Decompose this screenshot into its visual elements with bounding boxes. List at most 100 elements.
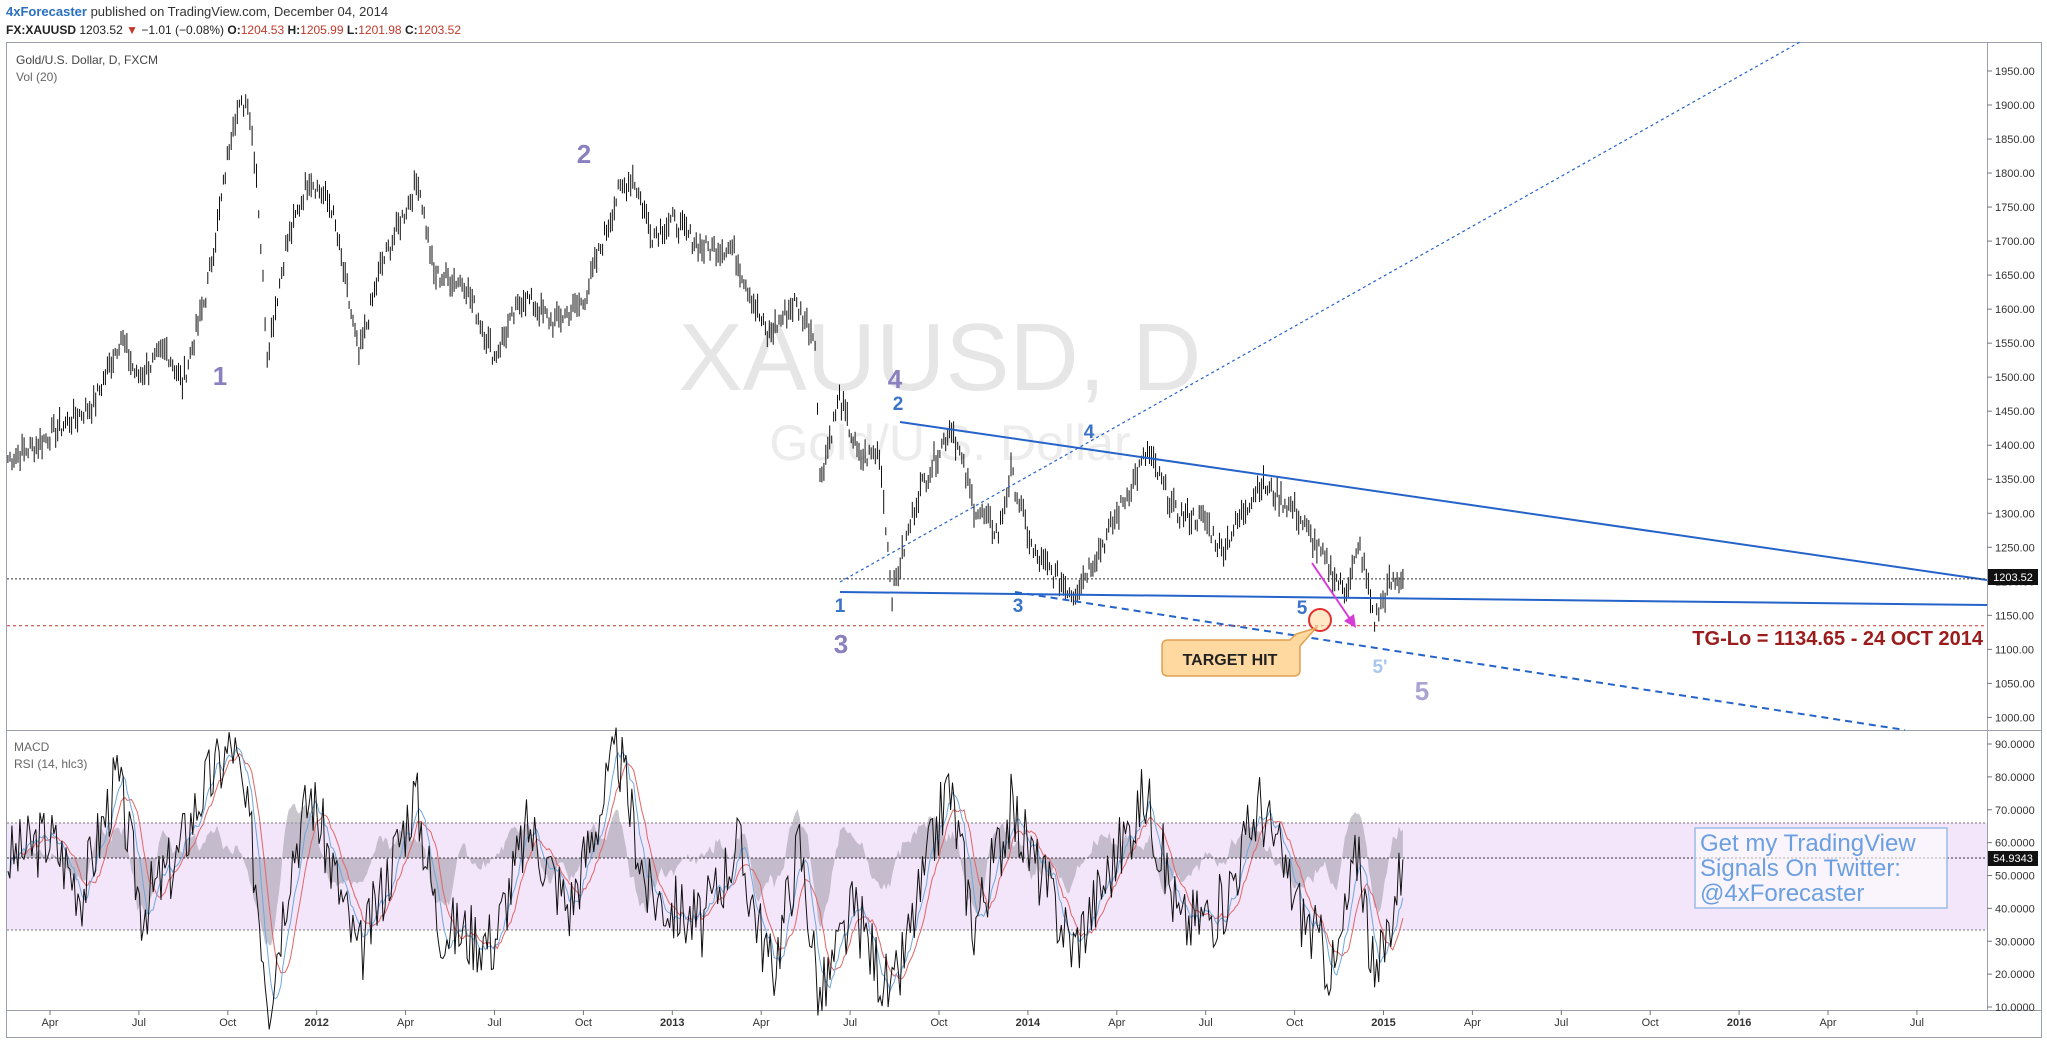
down-arrow-icon: ▼	[126, 23, 138, 37]
signal-line	[7, 752, 1404, 980]
time-tick-label: Jul	[1199, 1017, 1213, 1029]
price-tick-label: 1300.00	[1995, 508, 2035, 520]
publish-header: 4xForecaster published on TradingView.co…	[6, 2, 388, 22]
rsi-tick-label: 40.0000	[1995, 903, 2035, 915]
price-tick-label: 1500.00	[1995, 372, 2035, 384]
wave-label-big-3: 3	[834, 629, 848, 659]
macd-title: MACD	[14, 740, 50, 754]
time-tick-label: Jul	[487, 1017, 501, 1029]
open-label: O:	[227, 23, 241, 37]
rsi-title: RSI (14, hlc3)	[14, 757, 87, 771]
rsi-tick-label: 80.0000	[1995, 772, 2035, 784]
rsi-line	[7, 727, 1404, 1030]
wave-label-big-1: 1	[213, 361, 227, 391]
wave-label-small-3: 3	[1013, 596, 1024, 617]
time-tick-label: Apr	[753, 1017, 770, 1029]
wave-label-big-4: 4	[888, 364, 903, 394]
price-tick-label: 1100.00	[1995, 644, 2034, 656]
time-tick-label: Apr	[1819, 1017, 1836, 1029]
wave-label-big-5: 5	[1415, 676, 1429, 706]
target-callout-box[interactable]	[1161, 626, 1319, 677]
low-value: 1201.98	[358, 23, 402, 37]
price-tick-label: 1550.00	[1995, 338, 2035, 350]
rsi-tick-label: 20.0000	[1995, 969, 2035, 981]
price-tick-label: 1350.00	[1995, 474, 2035, 486]
rsi-value-tag	[1988, 851, 2038, 866]
main-pane-title: Gold/U.S. Dollar, D, FXCM	[16, 53, 158, 67]
low-label: L:	[346, 23, 359, 37]
dashed-channel-line[interactable]	[1014, 591, 1906, 731]
time-tick-label: Jul	[1910, 1017, 1924, 1029]
price-tick-label: 1700.00	[1995, 236, 2035, 248]
time-tick-label: Oct	[1642, 1017, 1659, 1029]
price-tick-label: 1450.00	[1995, 406, 2035, 418]
time-tick-label: 2012	[304, 1017, 328, 1029]
time-tick-label: 2014	[1016, 1017, 1041, 1029]
wave-label-big-2: 2	[577, 139, 591, 169]
projection-arrow[interactable]	[1311, 562, 1353, 623]
target-circle[interactable]	[1308, 608, 1332, 632]
price-tick-label: 1650.00	[1995, 270, 2035, 282]
time-tick-label: 2016	[1727, 1017, 1751, 1029]
rsi-value-tag-text: 54.9343	[1993, 853, 2033, 865]
rsi-axis[interactable]: 90.0000 80.0000 70.0000 60.0000 50.0000 40.00…	[1987, 739, 2035, 1014]
change-value: −1.01 (−0.08%)	[141, 23, 225, 37]
promo-box[interactable]	[1694, 827, 1948, 909]
time-tick-label: Apr	[1464, 1017, 1481, 1029]
price-axis[interactable]: 1950.00 1900.00 1850.00 1800.00 1750.00 1700.…	[1987, 66, 2035, 724]
price-tick-label: 1900.00	[1995, 100, 2035, 112]
time-tick-label: Oct	[575, 1017, 592, 1029]
price-tick-label: 1150.00	[1995, 610, 2034, 622]
watermark-symbol: XAUUSD, D	[679, 304, 1202, 411]
open-value: 1204.53	[240, 23, 285, 37]
high-label: H:	[287, 23, 301, 37]
promo-line-3: @4xForecaster	[1700, 880, 1864, 907]
price-tick-label: 1850.00	[1995, 134, 2035, 146]
high-value: 1205.99	[300, 23, 344, 37]
close-value: 1203.52	[417, 23, 462, 37]
rsi-tick-label: 50.0000	[1995, 871, 2035, 883]
wave-label-small-1: 1	[835, 596, 846, 617]
price-tick-label: 1400.00	[1995, 440, 2035, 452]
current-price-tag	[1988, 569, 2038, 585]
rsi-tick-label: 30.0000	[1995, 936, 2035, 948]
time-tick-label: Oct	[219, 1017, 236, 1029]
time-tick-label: 2015	[1371, 1017, 1395, 1029]
time-tick-label: 2013	[660, 1017, 684, 1029]
wave-label-small-4: 4	[1084, 422, 1095, 443]
volume-title: Vol (20)	[16, 70, 57, 84]
publish-info: published on TradingView.com, December 0…	[90, 4, 389, 19]
price-tick-label: 1950.00	[1995, 66, 2035, 78]
rsi-tick-label: 10.0000	[1995, 1002, 2035, 1014]
time-tick-label: Jul	[1554, 1017, 1568, 1029]
time-tick-label: Apr	[41, 1017, 58, 1029]
time-axis[interactable]: Apr Jul Oct 2012 Apr Jul Oct 2013 Apr Jul Oct 2014 A…	[41, 1010, 1924, 1029]
last-price: 1203.52	[79, 23, 123, 37]
close-label: C:	[404, 23, 418, 37]
rsi-tick-label: 60.0000	[1995, 838, 2035, 850]
time-tick-label: Jul	[843, 1017, 857, 1029]
price-series	[7, 94, 1404, 632]
ohlc-bar: FX:XAUUSD 1203.52 ▼ −1.01 (−0.08%) O:120…	[6, 21, 461, 39]
time-tick-label: Oct	[930, 1017, 947, 1029]
price-tick-label: 1800.00	[1995, 168, 2035, 180]
price-tick-label: 1250.00	[1995, 542, 2035, 554]
upper-trendline[interactable]	[899, 421, 1988, 581]
time-tick-label: Apr	[1108, 1017, 1125, 1029]
wave-label-small-5: 5	[1297, 598, 1308, 619]
time-tick-label: Apr	[397, 1017, 414, 1029]
price-tick-label: 1050.00	[1995, 678, 2035, 690]
promo-line-2: Signals On Twitter:	[1700, 855, 1901, 882]
author-link[interactable]: 4xForecaster	[6, 4, 87, 19]
price-tick-label: 1000.00	[1995, 712, 2035, 724]
symbol-label: FX:XAUUSD	[6, 23, 77, 37]
price-tick-label: 1750.00	[1995, 202, 2035, 214]
arrow-head-icon	[1344, 614, 1356, 628]
time-tick-label: Oct	[1286, 1017, 1303, 1029]
rsi-tick-label: 90.0000	[1995, 739, 2035, 751]
rsi-series	[7, 727, 1404, 1030]
current-price-tag-text: 1203.52	[1993, 572, 2033, 584]
time-tick-label: Jul	[132, 1017, 146, 1029]
promo-line-1: Get my TradingView	[1700, 830, 1916, 857]
